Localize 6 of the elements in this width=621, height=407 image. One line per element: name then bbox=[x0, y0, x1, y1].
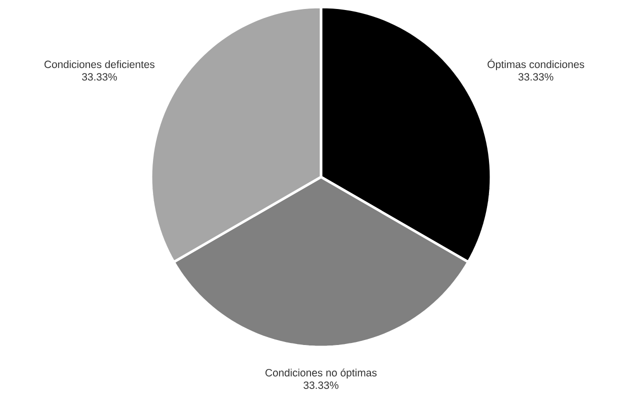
slice-label: Óptimas condiciones bbox=[488, 58, 584, 70]
data-label: 33.33% bbox=[304, 382, 338, 389]
slice-label: Condiciones no óptimas bbox=[266, 368, 377, 379]
slice-label: Condiciones deficientes bbox=[44, 60, 154, 68]
data-label: 33.33% bbox=[518, 73, 554, 81]
data-label: 33.33% bbox=[82, 73, 117, 81]
